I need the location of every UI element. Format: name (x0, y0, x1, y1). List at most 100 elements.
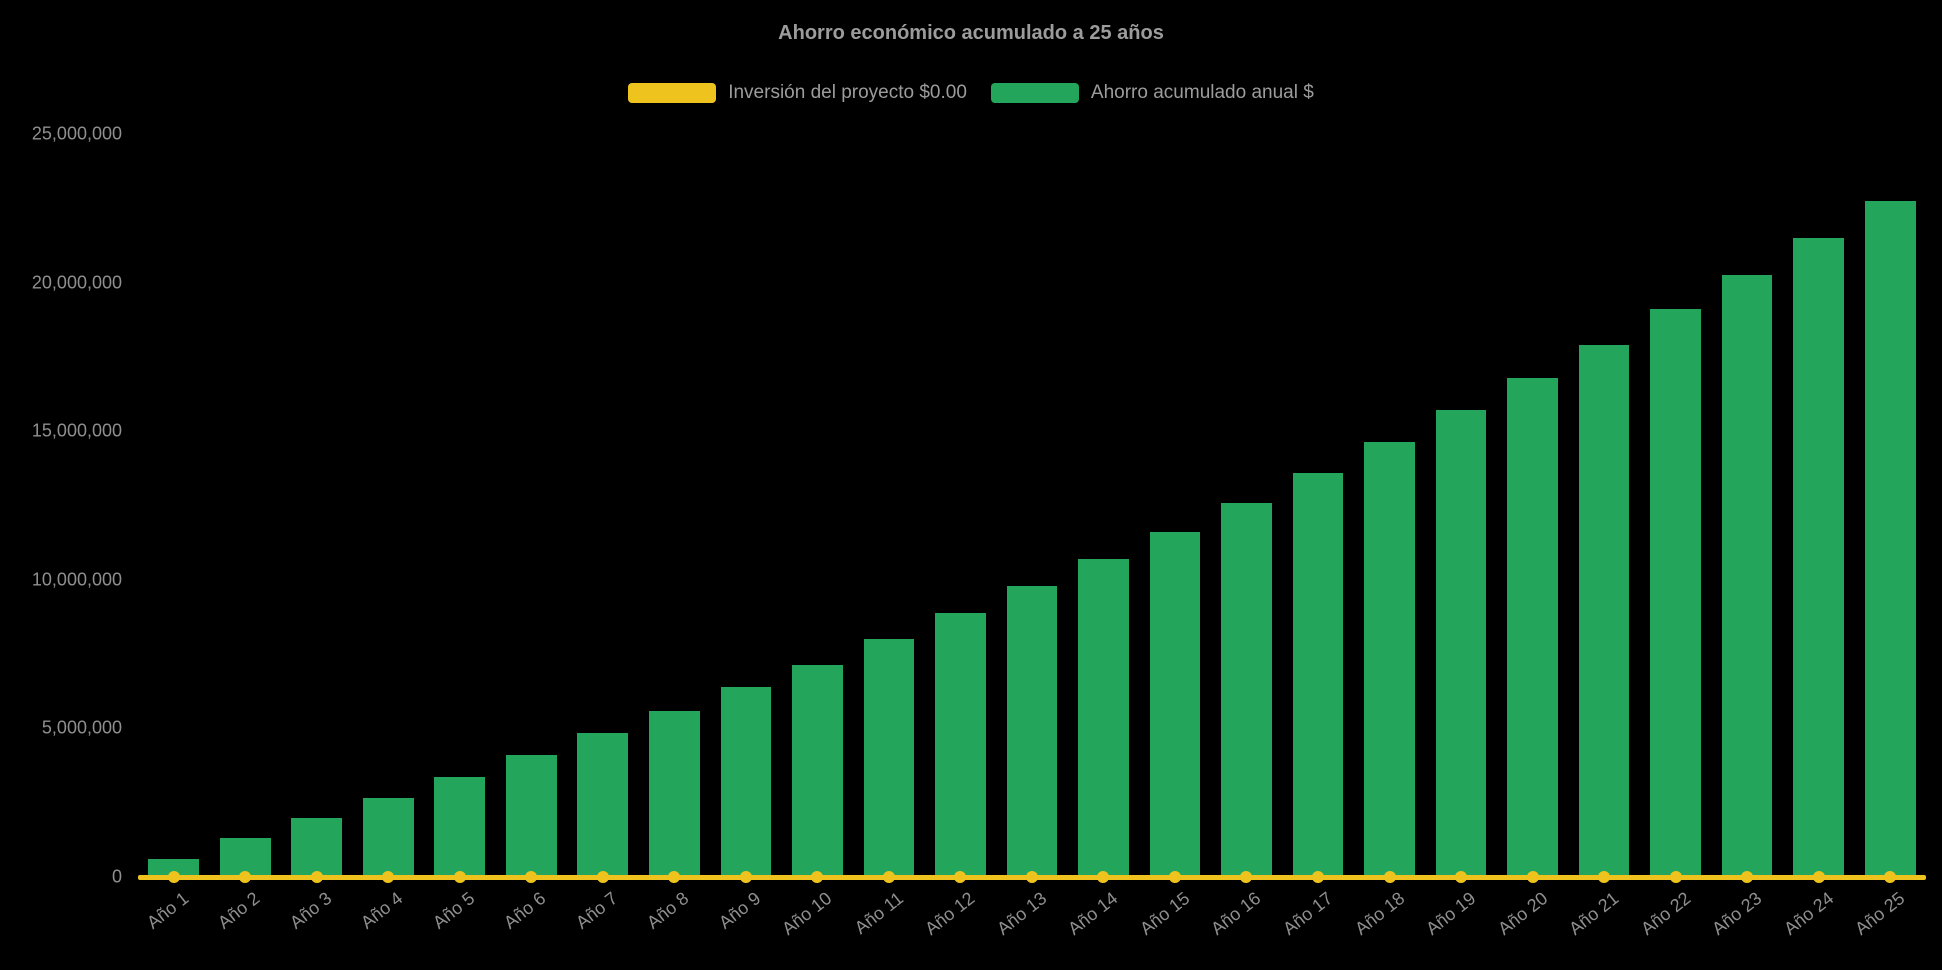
x-axis-label: Año 4 (357, 888, 407, 933)
savings-bar[interactable] (863, 639, 915, 877)
savings-bar[interactable] (1650, 309, 1701, 877)
savings-bar[interactable] (1578, 345, 1630, 877)
x-axis-label: Año 9 (714, 888, 765, 933)
legend-label-savings: Ahorro acumulado anual $ (1090, 82, 1314, 103)
savings-bar[interactable] (792, 664, 843, 877)
bar-slot (1068, 134, 1140, 883)
savings-bar[interactable] (720, 686, 772, 877)
investment-line-point[interactable] (525, 871, 538, 883)
investment-line-point[interactable] (453, 871, 466, 883)
x-axis-label: Año 16 (1207, 888, 1265, 939)
investment-line-point[interactable] (811, 871, 824, 883)
x-axis-label: Año 10 (778, 888, 836, 939)
bar-slot (1568, 134, 1640, 883)
x-axis-label: Año 23 (1708, 888, 1766, 939)
bar-slot (1783, 134, 1855, 883)
investment-line-point[interactable] (1383, 871, 1396, 883)
investment-line-point[interactable] (1240, 871, 1253, 883)
bar-slot (782, 134, 854, 883)
savings-bar[interactable] (1364, 441, 1415, 877)
investment-line-point[interactable] (167, 871, 180, 883)
bar-slot (1425, 134, 1497, 883)
bar-slot (567, 134, 639, 883)
chart-title: Ahorro económico acumulado a 25 años (778, 22, 1164, 44)
y-axis: 0 5,000,000 10,000,000 15,000,000 20,000,000… (0, 124, 122, 887)
savings-bar[interactable] (434, 777, 486, 877)
investment-line-point[interactable] (1168, 871, 1181, 883)
savings-bar[interactable] (1078, 559, 1129, 877)
x-axis-label: Año 12 (921, 888, 979, 939)
savings-bar[interactable] (291, 817, 343, 877)
x-axis-label: Año 24 (1779, 888, 1838, 939)
x-axis-label: Año 2 (214, 888, 264, 933)
legend-item-investment[interactable]: Inversión del proyecto $0.00 (628, 82, 967, 104)
bar-slot (1854, 134, 1926, 883)
x-axis-label: Año 22 (1636, 888, 1694, 939)
y-axis-label: 10,000,000 (31, 569, 122, 590)
x-axis-label: Año 19 (1422, 888, 1480, 939)
investment-line-point[interactable] (239, 871, 252, 883)
investment-line-point[interactable] (668, 871, 681, 883)
investment-line-point[interactable] (1526, 871, 1539, 883)
savings-bar[interactable] (362, 798, 414, 877)
savings-column-swatch-icon (990, 83, 1079, 103)
investment-line-point[interactable] (382, 871, 395, 883)
x-axis-label: Año 7 (571, 888, 622, 933)
bar-slot (1211, 134, 1283, 883)
y-axis-label: 0 (111, 866, 122, 887)
bar-slot (1640, 134, 1712, 883)
legend-item-savings[interactable]: Ahorro acumulado anual $ (990, 82, 1314, 104)
savings-bar[interactable] (1435, 410, 1487, 877)
savings-bar[interactable] (219, 838, 271, 877)
plot-area (138, 134, 1926, 883)
bar-slot (996, 134, 1068, 883)
x-axis-label: Año 21 (1565, 888, 1623, 939)
y-axis-label: 20,000,000 (31, 272, 122, 293)
investment-line-point[interactable] (1741, 871, 1754, 883)
investment-line-point[interactable] (1312, 871, 1324, 883)
bar-slot (925, 134, 997, 883)
investment-line-point[interactable] (310, 871, 323, 883)
investment-line-point[interactable] (1455, 871, 1468, 883)
investment-line-point[interactable] (1669, 871, 1682, 883)
investment-line-point[interactable] (1884, 871, 1897, 883)
savings-bar[interactable] (1507, 377, 1558, 877)
bar-slot (353, 134, 425, 883)
bar-slot (138, 134, 210, 883)
savings-bar[interactable] (1221, 502, 1272, 877)
y-axis-label: 25,000,000 (31, 123, 122, 144)
investment-line-point[interactable] (1598, 871, 1611, 883)
x-axis-label: Año 17 (1279, 888, 1337, 939)
investment-line-swatch-icon (628, 83, 717, 103)
bar-slot (1354, 134, 1426, 883)
y-axis-label: 5,000,000 (41, 717, 122, 738)
bar-slot (710, 134, 782, 883)
investment-line-point[interactable] (1812, 871, 1825, 883)
savings-bar[interactable] (1149, 532, 1201, 877)
investment-line-point[interactable] (739, 871, 752, 883)
investment-line-point[interactable] (596, 871, 609, 883)
savings-bar[interactable] (577, 732, 629, 877)
x-axis: Año 1 Año 2 Año 3 Año 4 Año 5 Año 6 Año 7 Año 8… (138, 880, 1926, 968)
investment-line-point[interactable] (882, 871, 895, 883)
savings-bar[interactable] (505, 755, 557, 877)
bar-slot (639, 134, 711, 883)
investment-line-point[interactable] (954, 871, 967, 883)
savings-bar[interactable] (1721, 275, 1773, 877)
investment-line-point[interactable] (1097, 871, 1110, 883)
savings-bar[interactable] (1864, 200, 1916, 877)
bar-slot (496, 134, 568, 883)
savings-bar[interactable] (1006, 585, 1058, 877)
savings-bar[interactable] (1793, 238, 1844, 877)
x-axis-label: Año 25 (1851, 888, 1909, 939)
x-axis-label: Año 8 (643, 888, 693, 933)
x-axis-label: Año 20 (1493, 888, 1551, 939)
bar-slot (210, 134, 282, 883)
savings-bar[interactable] (1292, 472, 1344, 877)
x-axis-label: Año 5 (428, 888, 479, 933)
savings-bar[interactable] (648, 710, 700, 877)
savings-bar[interactable] (935, 612, 986, 877)
x-axis-label: Año 13 (993, 888, 1051, 939)
savings-bar[interactable] (148, 859, 200, 877)
investment-line-point[interactable] (1025, 871, 1038, 883)
